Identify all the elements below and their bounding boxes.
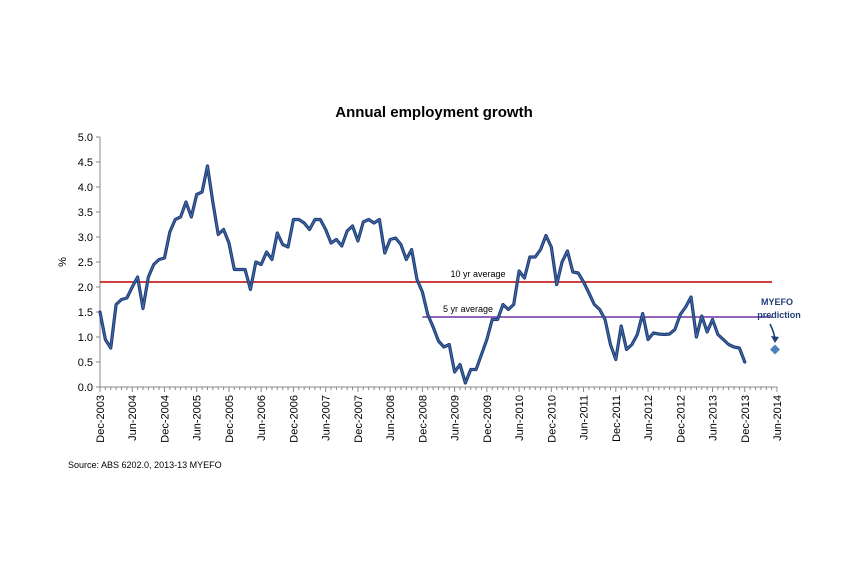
series-line-highlight: [99, 165, 746, 384]
five-year-average-label: 5 yr average: [443, 304, 493, 314]
x-tick-label: Jun-2007: [321, 395, 333, 441]
y-tick-label: 3.0: [78, 232, 93, 244]
series-line: [98, 164, 747, 385]
ten-year-average-label: 10 yr average: [450, 269, 505, 279]
x-tick-label: Dec-2008: [417, 395, 429, 443]
x-tick-label: Dec-2013: [740, 395, 752, 443]
x-tick-label: Jun-2006: [256, 395, 268, 441]
prediction-arrowhead-icon: [771, 336, 779, 343]
prediction-marker: [770, 344, 780, 355]
x-tick-label: Dec-2010: [546, 395, 558, 443]
y-tick-label: 1.0: [78, 332, 93, 344]
y-tick-label: 2.0: [78, 282, 93, 294]
x-tick-label: Jun-2014: [772, 395, 784, 441]
y-tick-label: 4.5: [78, 157, 93, 169]
y-tick-label: 1.5: [78, 307, 93, 319]
x-tick-label: Jun-2004: [127, 395, 139, 441]
x-tick-label: Jun-2010: [514, 395, 526, 441]
reference-lines: 10 yr average 5 yr average: [100, 269, 772, 318]
y-axis-label: %: [57, 257, 69, 267]
x-tick-label: Jun-2012: [643, 395, 655, 441]
x-tick-label: Dec-2012: [675, 395, 687, 443]
y-tick-label: 3.5: [78, 207, 93, 219]
chart-title: Annual employment growth: [335, 104, 533, 121]
x-tick-label: Jun-2008: [385, 395, 397, 441]
source-note: Source: ABS 6202.0, 2013-13 MYEFO: [68, 460, 222, 470]
x-tick-label: Jun-2005: [192, 395, 204, 441]
x-tick-label: Dec-2003: [95, 395, 107, 443]
x-tick-label: Jun-2009: [450, 395, 462, 441]
y-tick-label: 5.0: [78, 132, 93, 144]
x-tick-label: Jun-2011: [579, 395, 591, 440]
y-tick-label: 2.5: [78, 257, 93, 269]
x-tick-label: Dec-2005: [224, 395, 236, 443]
series-layer: [98, 164, 747, 385]
y-tick-label: 0.5: [78, 357, 93, 369]
x-tick-label: Dec-2009: [482, 395, 494, 443]
x-tick-label: Dec-2006: [288, 395, 300, 443]
y-tick-label: 4.0: [78, 182, 93, 194]
x-tick-label: Dec-2004: [159, 395, 171, 443]
x-tick-label: Dec-2007: [353, 395, 365, 443]
x-tick-label: Dec-2011: [611, 395, 623, 442]
prediction-label-line2: prediction: [757, 310, 801, 320]
y-tick-label: 0.0: [78, 382, 93, 394]
axes: 0.0 0.5 1.0 1.5 2.0 2.5 3.0 3.5 4.0 4.5 5.0 Dec-200…: [78, 132, 784, 443]
prediction-layer: MYEFO prediction: [757, 297, 801, 355]
x-tick-label: Jun-2013: [708, 395, 720, 441]
prediction-label-line1: MYEFO: [761, 297, 793, 307]
